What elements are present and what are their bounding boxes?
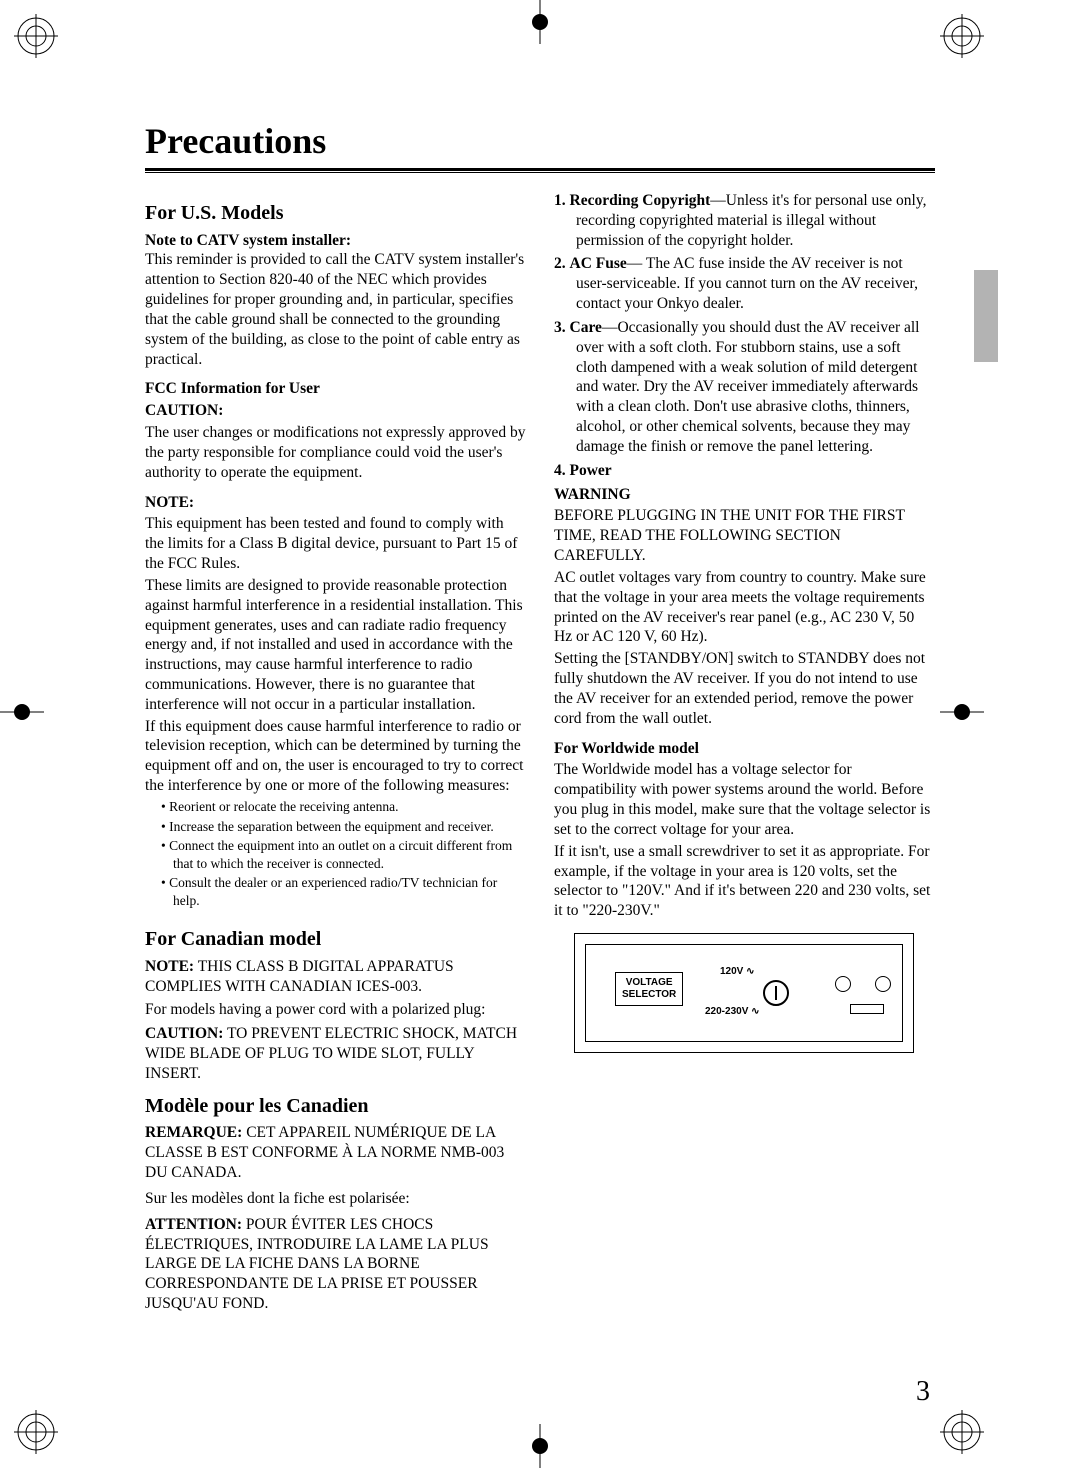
canada-note: NOTE: THIS CLASS B DIGITAL APPARATUS COM… [145, 957, 526, 997]
list-item-power: 4. Power [576, 461, 935, 481]
crop-mark-icon [518, 0, 562, 44]
note-body-2: These limits are designed to provide rea… [145, 576, 526, 715]
note-catv-body: This reminder is provided to call the CA… [145, 251, 524, 367]
warning-body-1: BEFORE PLUGGING IN THE UNIT FOR THE FIRS… [554, 506, 935, 565]
registration-mark-icon [940, 1410, 984, 1454]
fr-polar: Sur les modèles dont la fiche est polari… [145, 1189, 526, 1209]
item-number: 1. [554, 192, 566, 209]
warning-body-2: AC outlet voltages vary from country to … [554, 568, 935, 647]
page-title: Precautions [145, 120, 935, 162]
jack-icon [875, 976, 891, 992]
item-number: 2. [554, 255, 566, 272]
side-tab [974, 270, 998, 362]
registration-mark-icon [14, 1410, 58, 1454]
item-head: Care [570, 319, 602, 336]
diagram-voltage-2: 220-230V ∿ [705, 1006, 760, 1019]
canada-polar: For models having a power cord with a po… [145, 1000, 526, 1020]
note-body-3: If this equipment does cause harmful int… [145, 717, 526, 796]
caution-body: The user changes or modifications not ex… [145, 423, 526, 482]
item-head: Power [570, 462, 612, 479]
heading-us-models: For U.S. Models [145, 201, 526, 227]
item-number: 4. [554, 462, 566, 479]
list-item: 3. Care—Occasionally you should dust the… [576, 318, 935, 457]
fr-attention-label: ATTENTION: [145, 1216, 242, 1233]
list-item: Reorient or relocate the receiving anten… [161, 798, 526, 816]
numbered-list: 1. Recording Copyright—Unless it's for p… [554, 191, 935, 481]
list-item: 2. AC Fuse— The AC fuse inside the AV re… [576, 254, 935, 313]
fr-attention: ATTENTION: POUR ÉVITER LES CHOCS ÉLECTRI… [145, 1215, 526, 1314]
page-number: 3 [916, 1376, 930, 1408]
item-body: —Occasionally you should dust the AV rec… [576, 319, 919, 455]
crop-mark-icon [940, 690, 984, 734]
diagram-label-line1: VOLTAGE [626, 977, 673, 988]
canada-caution-label: CAUTION: [145, 1025, 223, 1042]
interference-bullets: Reorient or relocate the receiving anten… [145, 798, 526, 909]
left-column: For U.S. Models Note to CATV system inst… [145, 191, 526, 1324]
worldwide-body-2: If it isn't, use a small screwdriver to … [554, 842, 935, 921]
canada-note-label: NOTE: [145, 958, 194, 975]
canada-caution: CAUTION: TO PREVENT ELECTRIC SHOCK, MATC… [145, 1024, 526, 1083]
list-item: 1. Recording Copyright—Unless it's for p… [576, 191, 935, 250]
list-item: Consult the dealer or an experienced rad… [161, 874, 526, 909]
fcc-info-label: FCC Information for User [145, 379, 526, 399]
columns: For U.S. Models Note to CATV system inst… [145, 191, 935, 1324]
registration-mark-icon [940, 14, 984, 58]
jack-icon [835, 976, 851, 992]
heading-fr-canadian: Modèle pour les Canadien [145, 1094, 526, 1120]
title-rule [145, 168, 935, 171]
item-head: AC Fuse [570, 255, 627, 272]
port-icon [850, 1004, 884, 1014]
selector-slot-icon [775, 986, 777, 1000]
page-body: Precautions For U.S. Models Note to CATV… [145, 120, 935, 1324]
item-body: — The AC fuse inside the AV receiver is … [576, 255, 918, 312]
diagram-label-line2: SELECTOR [622, 989, 676, 1000]
worldwide-label: For Worldwide model [554, 739, 935, 759]
item-head: Recording Copyright [570, 192, 711, 209]
voltage-selector-diagram: VOLTAGE SELECTOR 120V ∿ 220-230V ∿ [574, 933, 914, 1053]
note-catv: Note to CATV system installer: This remi… [145, 231, 526, 370]
note-body-1: This equipment has been tested and found… [145, 514, 526, 573]
crop-mark-icon [0, 690, 44, 734]
note-label: NOTE: [145, 493, 526, 513]
crop-mark-icon [518, 1424, 562, 1468]
heading-canadian: For Canadian model [145, 927, 526, 953]
diagram-label: VOLTAGE SELECTOR [615, 972, 683, 1006]
list-item: Increase the separation between the equi… [161, 818, 526, 836]
fr-remarque: REMARQUE: CET APPAREIL NUMÉRIQUE DE LA C… [145, 1123, 526, 1182]
warning-label: WARNING [554, 485, 935, 505]
registration-mark-icon [14, 14, 58, 58]
item-number: 3. [554, 319, 566, 336]
right-column: 1. Recording Copyright—Unless it's for p… [554, 191, 935, 1324]
note-catv-label: Note to CATV system installer: [145, 232, 351, 249]
warning-body-3: Setting the [STANDBY/ON] switch to STAND… [554, 649, 935, 728]
worldwide-body-1: The Worldwide model has a voltage select… [554, 760, 935, 839]
list-item: Connect the equipment into an outlet on … [161, 837, 526, 872]
title-rule-thin [145, 172, 935, 173]
diagram-voltage-1: 120V ∿ [720, 966, 755, 979]
caution-label: CAUTION: [145, 401, 526, 421]
fr-remarque-label: REMARQUE: [145, 1124, 242, 1141]
